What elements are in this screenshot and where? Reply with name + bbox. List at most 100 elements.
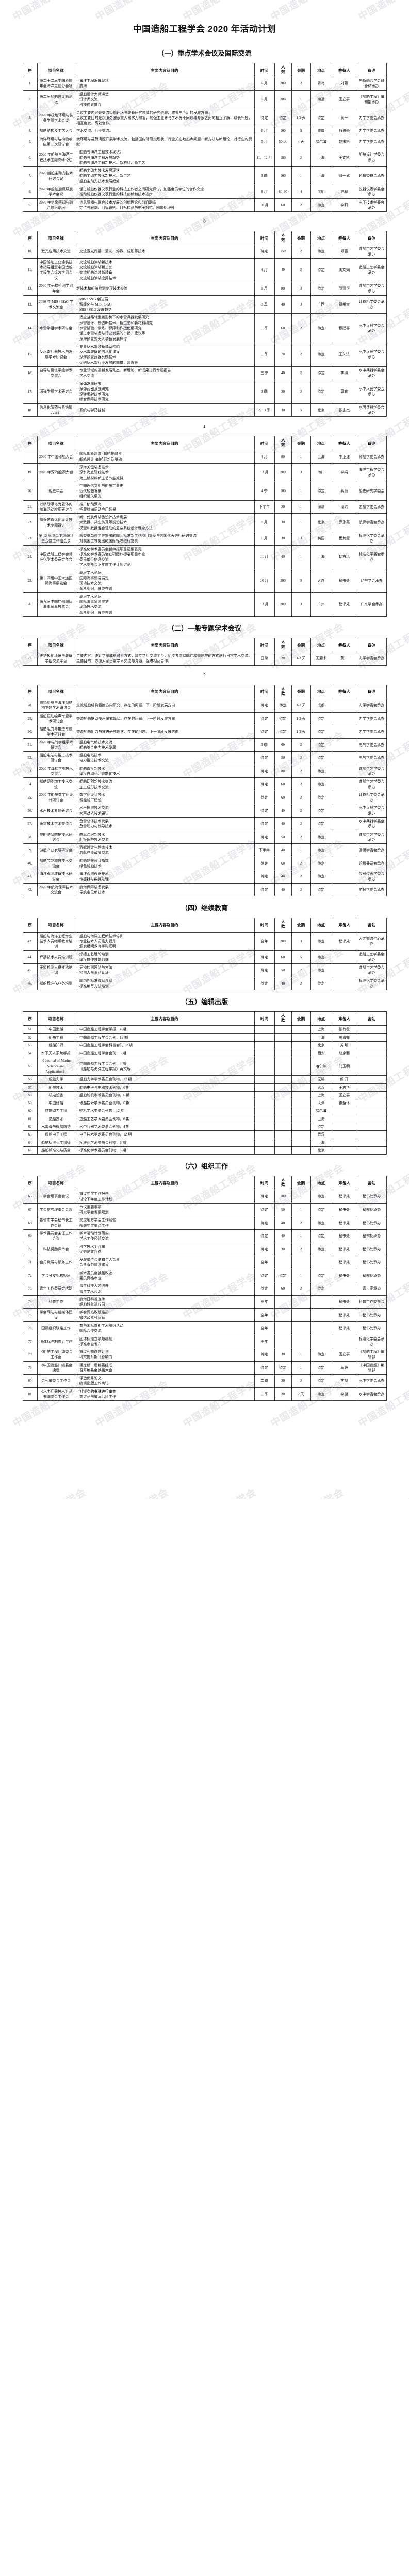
cell-people: 30 — [274, 532, 292, 546]
cell-days: 2 — [291, 830, 311, 844]
cell-people: 50 — [274, 1202, 292, 1217]
cell-content: 游艇设计与制造技术游艇产业政策交流 — [74, 843, 255, 857]
cell-place — [310, 1295, 332, 1309]
cell-content: 推广移动浮岛拓展航海运动应用场景 — [74, 500, 255, 514]
cell-seq: 21. — [22, 500, 38, 514]
column-header-place: 地点 — [310, 1011, 332, 1026]
column-header-time: 时间 — [254, 637, 275, 653]
content-bullet: 加工成形技术交流 — [76, 785, 253, 790]
cell-name: 反水雷兵器技术与发展学术研讨会 — [37, 342, 75, 367]
cell-remark — [356, 1049, 387, 1058]
table-row: 5. 海洋环境与结构物响应第二次研讨会 就环境与载荷问题开展学术交流，包括国内外研究… — [22, 134, 387, 149]
table-row: 62水雷战与舰船防护水中兵器学术委员会刊物，4 期 待定 — [22, 1122, 387, 1131]
cell-time — [254, 1107, 275, 1115]
cell-name: 学术委员会主任工作会议 — [37, 1229, 75, 1243]
cell-content: 就委员单位主导提出的国际标准新工作项目提案与各国代表进行研讨交流对我国主导提出的… — [74, 532, 255, 546]
cell-time — [254, 1114, 275, 1123]
cell-remark: 秘书处承办 — [356, 1202, 387, 1217]
column-header-name: 项目名称 — [37, 918, 75, 933]
cell-prep: 秘书处 — [331, 931, 357, 951]
cell-place: 待定 — [310, 366, 332, 380]
cell-prep: 黄一 — [331, 108, 357, 128]
table-header-row: 序项目名称 主要内容及目的 时间 人数 会期 地点 筹备人 备注 — [22, 231, 387, 246]
table-row: 44.焊接技术人员培训班焊接工艺理论培训焊接操作技能训练待定605待定造船工艺学… — [22, 950, 387, 964]
content-bullet: 检测人员资格认证 — [76, 970, 253, 976]
cell-time: 8 月 — [254, 513, 275, 533]
table-row: 66学会理事会会议审议年度工作报告讨论下年度工作计划待定1001待定秘书处秘书处… — [22, 1190, 387, 1204]
cell-time: 待定 — [254, 870, 275, 884]
cell-seq: 16. — [22, 366, 38, 380]
cell-seq: 10. — [22, 245, 38, 259]
cell-remark: 水中兵器学委会承办 — [356, 366, 387, 380]
cell-place: 待定 — [310, 1348, 332, 1362]
table-header-row: 序项目名称 主要内容及目的 时间 人数 会期 地点 筹备人 备注 — [22, 637, 387, 653]
cell-time: 待定 — [254, 1229, 275, 1243]
content-bullet: 《船舶与海洋工程学报》英文版 — [76, 1066, 253, 1072]
cell-time: 4 月 — [254, 450, 275, 464]
content-bullet: 标准化学术委员会在研团体标准项目审查 — [76, 552, 253, 557]
cell-content: 评选优秀论文编辑出版工作商讨 — [74, 1374, 255, 1388]
cell-prep: 苏 明 — [331, 1041, 357, 1050]
table-row: 23.第 12 届 ISO/TC8/SC4 全会暨工作组会议就委员单位主导提出的… — [22, 532, 387, 546]
cell-prep — [331, 1138, 357, 1147]
table-row: 1.第二十二届中国科协年会海洋主题分会场海洋工程发展现状航海6 月2002青岛刘… — [22, 77, 387, 94]
cell-place: 待定 — [310, 870, 332, 884]
content-bullet: 对提交的书稿进行审查 — [76, 1389, 253, 1395]
content-bullet: 观众组织，展位布置 — [76, 610, 253, 616]
cell-days: 2 — [291, 245, 311, 259]
content-bullet: 水中兵器学术委员会刊物，4 期 — [76, 1124, 253, 1130]
cell-prep: 穆廷善 — [331, 313, 357, 343]
cell-content: 造船工艺学术委员会刊物，6 期 — [74, 1114, 255, 1123]
cell-time — [254, 1057, 275, 1076]
cell-remark — [356, 1107, 387, 1115]
cell-place: 广西 — [310, 295, 332, 314]
cell-content: 审议年度工作报告讨论下年度工作计划 — [74, 1190, 255, 1204]
cell-seq: 23. — [22, 532, 38, 546]
cell-days: 2 — [291, 148, 311, 167]
cell-content: 船舶电子与电器技术刊物，6 期 — [74, 1083, 255, 1092]
cell-seq: 79 — [22, 1361, 38, 1375]
cell-prep — [331, 950, 357, 964]
cell-people: 60-80 — [274, 184, 292, 199]
content-bullet: 船舶能效设计指数 — [76, 858, 253, 864]
cell-seq: 4. — [22, 127, 38, 135]
cell-time: 二季 — [254, 342, 275, 367]
content-bullet: 船舶力学学术委员会刊物，12 期 — [76, 1077, 253, 1082]
cell-seq: 8. — [22, 184, 38, 199]
content-bullet: 促进船舶仪器仪表行业的科技工作者之间研究探讨，加强会员单位的合作交流 — [76, 187, 253, 192]
cell-place — [310, 1321, 332, 1335]
cell-name: 2020 船舶主动力技术研讨会议 — [37, 166, 75, 185]
cell-place: 待定 — [310, 976, 332, 991]
cell-name: 2020 年极地环境与装备学组学术会议 — [37, 108, 75, 128]
cell-name: 深弹学组学术研讨会 — [37, 379, 75, 404]
cell-days: 1 — [291, 1229, 311, 1243]
content-bullet: 发展单位会员和个人会员 — [76, 1257, 253, 1263]
column-header-days: 会期 — [291, 62, 311, 78]
cell-time: 下半年 — [254, 843, 275, 857]
cell-prep: 田立群 — [331, 1091, 357, 1100]
cell-name: 中国修船 — [37, 1099, 75, 1108]
cell-remark: 海洋工程学委会承办 — [356, 463, 387, 482]
cell-content: 新技术和船舶检测专项技术交流 — [74, 282, 255, 296]
content-bullet: 中国造船工程学会科普会刊,12 期 — [76, 1043, 253, 1048]
table-row: 33.2020 年焊接学组技术交流会船舶焊接新技术焊接自动化、智能化技术待定80… — [22, 764, 387, 778]
table-row: 80会刊编委会工作会评选优秀论文编辑出版工作商讨二季302待定李凝水中学委会承办 — [22, 1374, 387, 1388]
cell-seq: 67 — [22, 1202, 38, 1217]
cell-days: 2 天 — [291, 1387, 311, 1401]
cell-place: 待定 — [310, 738, 332, 752]
cell-prep — [331, 856, 357, 871]
table-row: 78《船舶工程》编委会工作会审议刊物选题计划研究提升期刊影响力待定301待定田立… — [22, 1348, 387, 1362]
cell-people: 60 — [274, 1282, 292, 1296]
sections-root: （一）重点学术会议及国际交流序项目名称 主要内容及目的 时间 人数 会期 地点 筹备人 备注 1… — [0, 35, 409, 1401]
cell-name: 舰船知识 — [37, 1041, 75, 1050]
content-bullet: 焊接操作技能训练 — [76, 957, 253, 963]
content-bullet: 研究提升期刊影响力 — [76, 1354, 253, 1360]
cell-seq: 2. — [22, 90, 38, 109]
content-bullet: 现场技术交流 — [76, 604, 253, 610]
cell-people: 50 — [274, 751, 292, 765]
cell-seq: 36. — [22, 804, 38, 818]
cell-place — [310, 1256, 332, 1269]
cell-place: 大连 — [310, 568, 332, 593]
cell-content: 学术委员会换届改选委员资格审查 — [74, 1268, 255, 1283]
table-row: 45.无损检测人员资格培训无损检测理论与方法检测人员资格认证待定507待定造船工… — [22, 963, 387, 977]
